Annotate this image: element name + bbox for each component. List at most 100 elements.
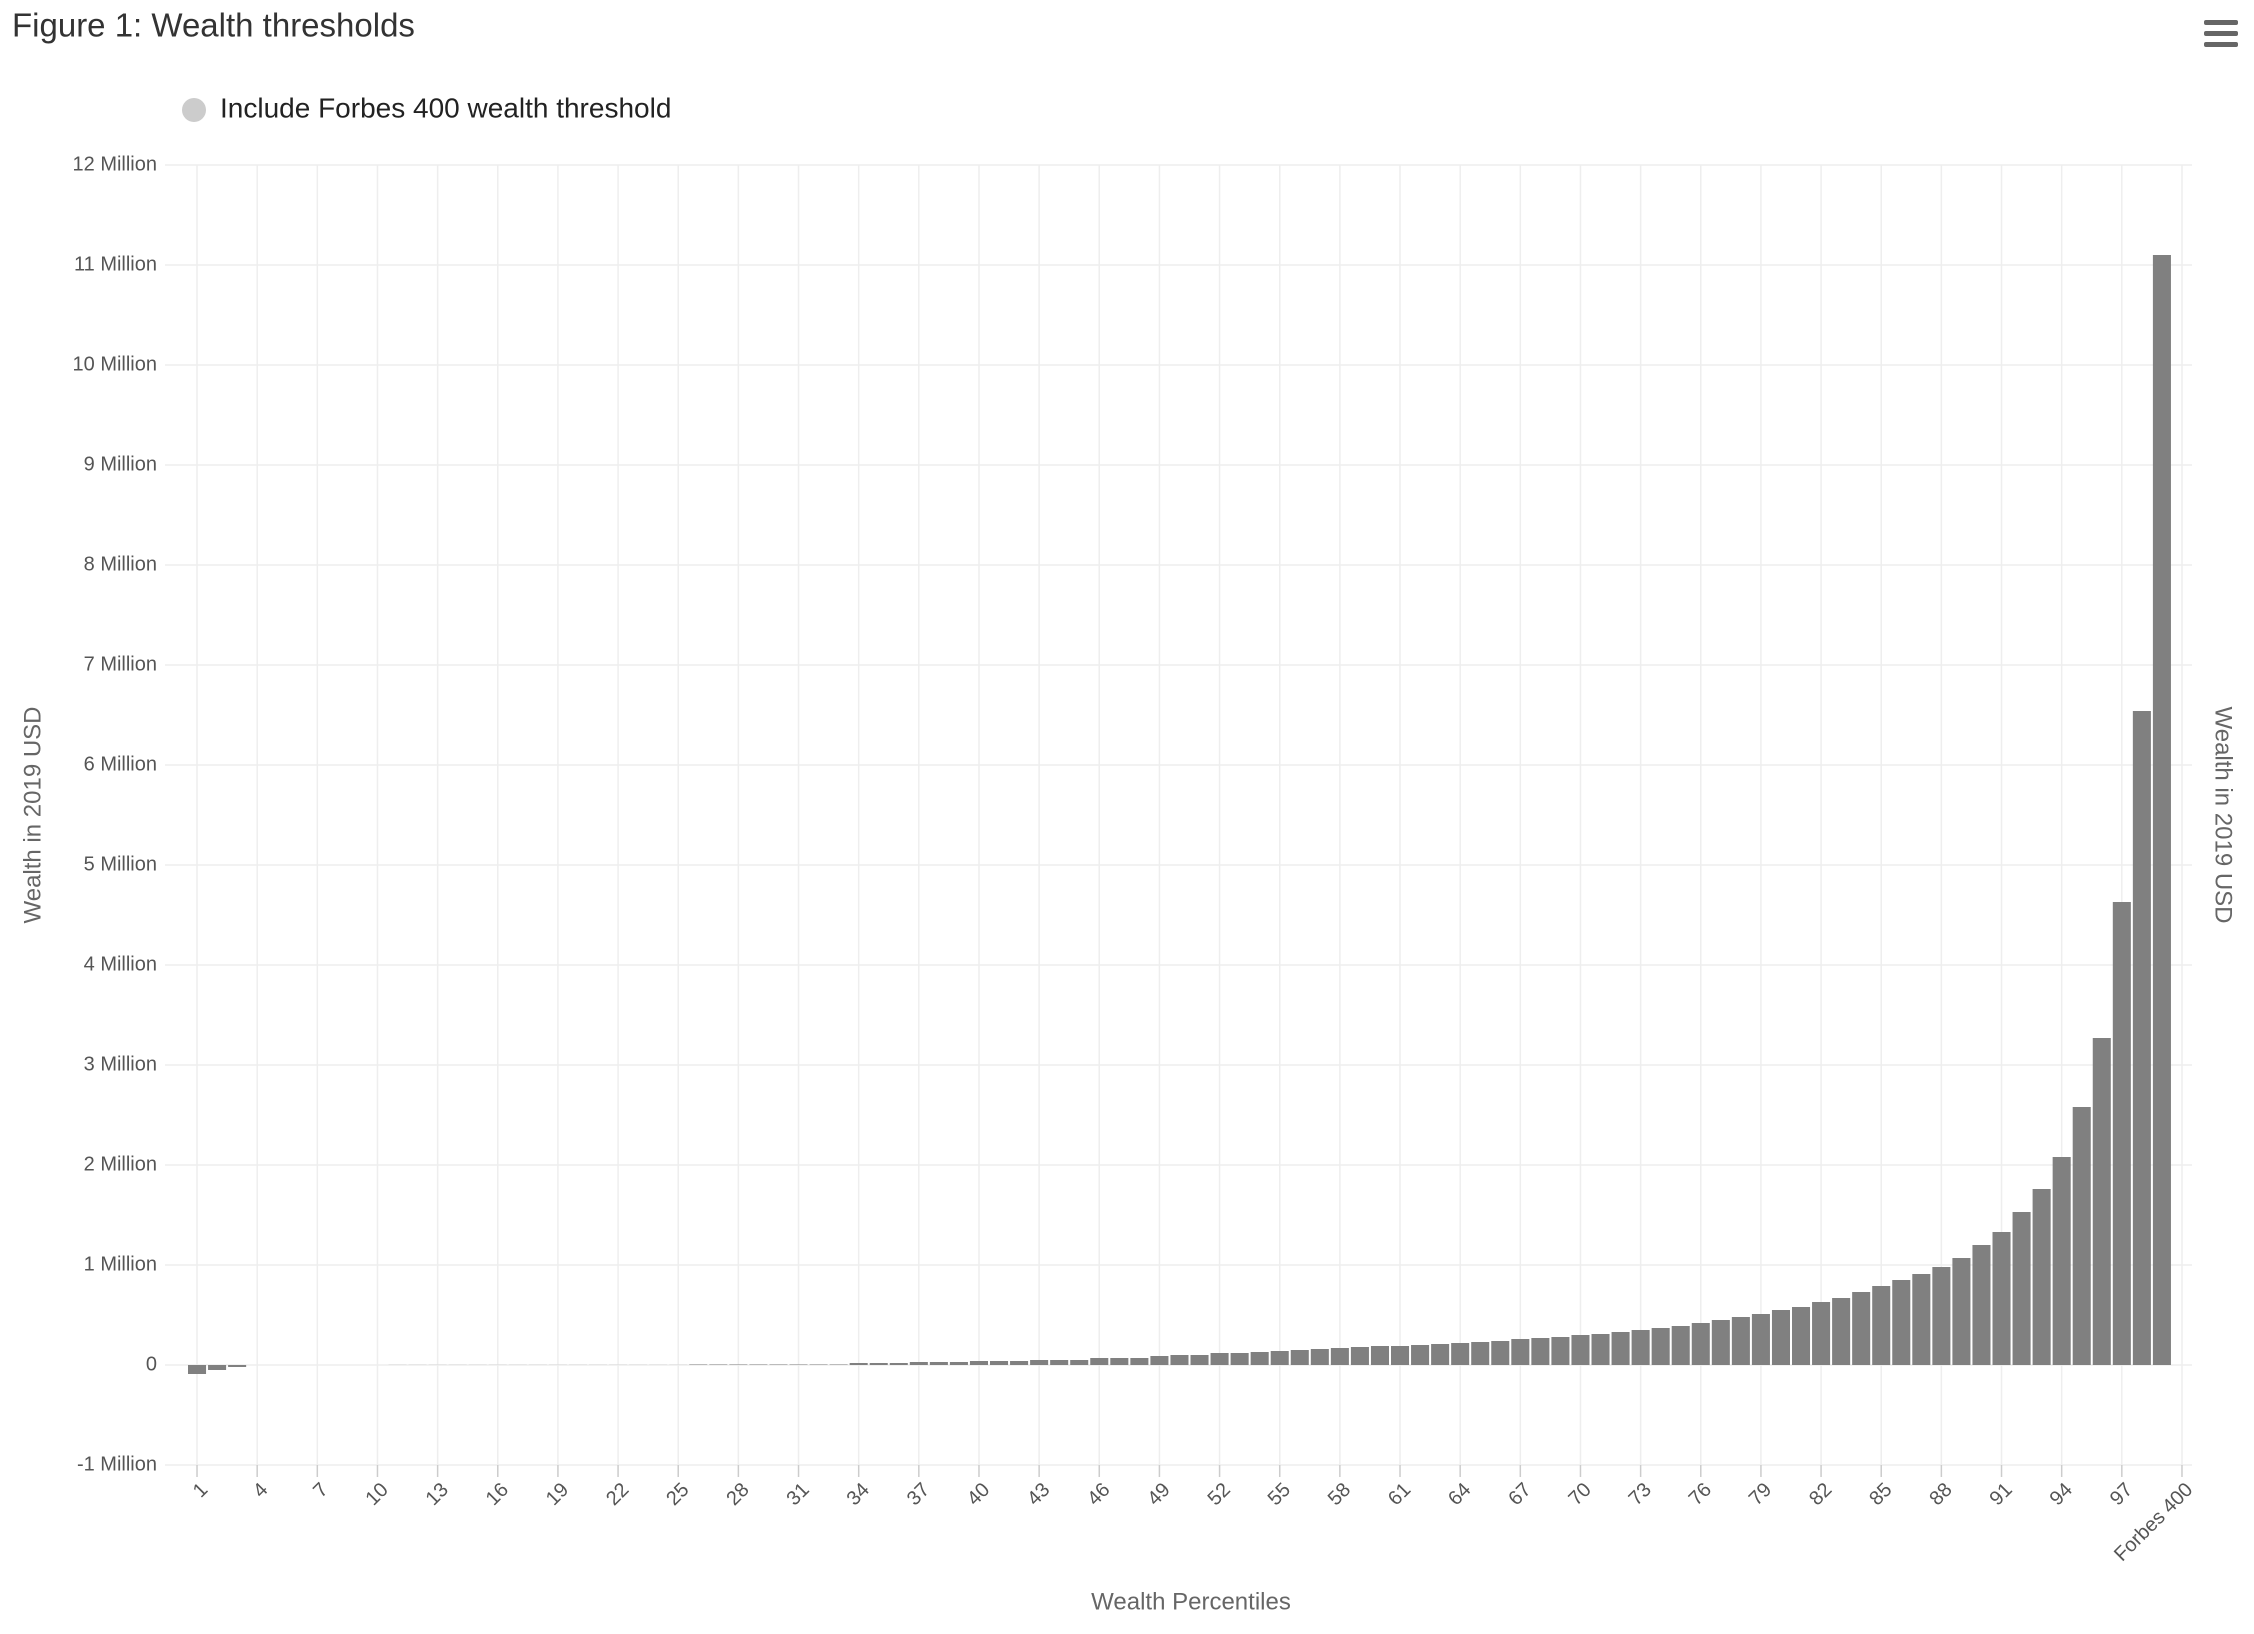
menu-bar bbox=[2204, 42, 2238, 47]
bar bbox=[829, 1364, 848, 1365]
menu-bar bbox=[2204, 20, 2238, 25]
bar bbox=[1010, 1361, 1029, 1365]
bar bbox=[1691, 1323, 1710, 1365]
bar bbox=[2052, 1157, 2071, 1365]
bar bbox=[929, 1362, 948, 1365]
bar bbox=[1551, 1337, 1570, 1365]
x-tick-label: 16 bbox=[482, 1479, 513, 1510]
bar bbox=[1230, 1353, 1249, 1365]
menu-button[interactable] bbox=[2204, 20, 2238, 47]
bar bbox=[1451, 1343, 1470, 1365]
y-tick-label: 4 Million bbox=[84, 953, 157, 975]
legend-item[interactable]: Include Forbes 400 wealth threshold bbox=[182, 92, 671, 123]
bar bbox=[1812, 1302, 1831, 1365]
bar bbox=[889, 1363, 908, 1365]
bar bbox=[749, 1364, 768, 1365]
bar bbox=[1210, 1353, 1229, 1365]
bar bbox=[2152, 255, 2171, 1365]
y-tick-label: -1 Million bbox=[77, 1453, 157, 1475]
y-tick-label: 8 Million bbox=[84, 553, 157, 575]
bar bbox=[228, 1365, 247, 1367]
bar bbox=[188, 1365, 207, 1374]
x-tick-label: 76 bbox=[1685, 1479, 1716, 1510]
bar bbox=[1912, 1274, 1931, 1365]
bar bbox=[1190, 1355, 1209, 1365]
x-tick-label: 97 bbox=[2106, 1479, 2137, 1510]
bar bbox=[1631, 1330, 1650, 1365]
bar bbox=[1591, 1334, 1610, 1365]
x-axis-title: Wealth Percentiles bbox=[1091, 1588, 1291, 1615]
bar bbox=[1651, 1328, 1670, 1365]
bar bbox=[789, 1364, 808, 1365]
y-axis-title: Wealth in 2019 USD bbox=[19, 706, 46, 923]
y-tick-label: 0 bbox=[146, 1353, 157, 1375]
bar bbox=[1350, 1347, 1369, 1365]
bar bbox=[1150, 1356, 1169, 1365]
bar bbox=[1030, 1360, 1049, 1365]
x-tick-label: 61 bbox=[1384, 1479, 1415, 1510]
y-tick-label: 2 Million bbox=[84, 1153, 157, 1175]
bar bbox=[1932, 1267, 1951, 1365]
x-tick-label: 73 bbox=[1625, 1479, 1656, 1510]
bar bbox=[1872, 1286, 1891, 1365]
x-tick-label: 49 bbox=[1143, 1479, 1174, 1510]
bar bbox=[1792, 1307, 1811, 1365]
bar bbox=[769, 1364, 788, 1365]
bar bbox=[1832, 1298, 1851, 1365]
bar bbox=[1771, 1310, 1790, 1365]
x-tick-label: 22 bbox=[602, 1479, 633, 1510]
bar bbox=[689, 1364, 708, 1365]
legend-label: Include Forbes 400 wealth threshold bbox=[220, 92, 671, 123]
bar bbox=[1070, 1360, 1089, 1365]
x-tick-label: 58 bbox=[1324, 1479, 1355, 1510]
y-tick-label: 5 Million bbox=[84, 853, 157, 875]
bar bbox=[849, 1363, 868, 1365]
bar bbox=[1952, 1258, 1971, 1365]
bar bbox=[1130, 1358, 1149, 1365]
x-tick-label: 79 bbox=[1745, 1479, 1776, 1510]
x-tick-label: 43 bbox=[1023, 1479, 1054, 1510]
bar bbox=[1731, 1317, 1750, 1365]
bar bbox=[869, 1363, 888, 1365]
y-tick-label: 6 Million bbox=[84, 753, 157, 775]
x-tick-label: 13 bbox=[422, 1479, 453, 1510]
x-tick-label: 91 bbox=[1986, 1479, 2017, 1510]
y-tick-label: 10 Million bbox=[73, 353, 157, 375]
x-tick-label: 1 bbox=[189, 1479, 212, 1502]
bar bbox=[1531, 1338, 1550, 1365]
legend-symbol bbox=[182, 98, 206, 122]
y-tick-label: 3 Million bbox=[84, 1053, 157, 1075]
x-tick-label: 46 bbox=[1083, 1479, 1114, 1510]
x-tick-label: 40 bbox=[963, 1479, 994, 1510]
bar bbox=[1250, 1352, 1269, 1365]
bar bbox=[2112, 902, 2131, 1365]
bar bbox=[1611, 1332, 1630, 1365]
x-tick-label: 10 bbox=[361, 1479, 392, 1510]
bar bbox=[1050, 1360, 1069, 1365]
x-tick-label: 37 bbox=[903, 1479, 934, 1510]
x-tick-label: 52 bbox=[1204, 1479, 1235, 1510]
bar bbox=[1391, 1346, 1410, 1365]
x-tick-label: 70 bbox=[1564, 1479, 1595, 1510]
bar bbox=[1370, 1346, 1389, 1365]
bar bbox=[1491, 1341, 1510, 1365]
y-tick-label: 11 Million bbox=[74, 253, 157, 275]
bar bbox=[1972, 1245, 1991, 1365]
bar bbox=[1110, 1358, 1129, 1365]
x-tick-label: 88 bbox=[1925, 1479, 1956, 1510]
x-tick-label: 64 bbox=[1444, 1479, 1475, 1510]
x-tick-label: 55 bbox=[1264, 1479, 1295, 1510]
bar bbox=[1751, 1314, 1770, 1365]
y-tick-label: 12 Million bbox=[73, 153, 157, 175]
bar bbox=[969, 1361, 988, 1365]
x-tick-label: 25 bbox=[662, 1479, 693, 1510]
bar bbox=[2132, 711, 2151, 1365]
bar bbox=[1511, 1339, 1530, 1365]
bar bbox=[1090, 1358, 1109, 1365]
x-tick-label: 31 bbox=[783, 1479, 814, 1510]
bar bbox=[2012, 1212, 2031, 1365]
bar bbox=[1852, 1292, 1871, 1365]
x-tick-label: 67 bbox=[1504, 1479, 1535, 1510]
bar bbox=[2032, 1189, 2051, 1365]
x-tick-label: 94 bbox=[2046, 1479, 2077, 1510]
